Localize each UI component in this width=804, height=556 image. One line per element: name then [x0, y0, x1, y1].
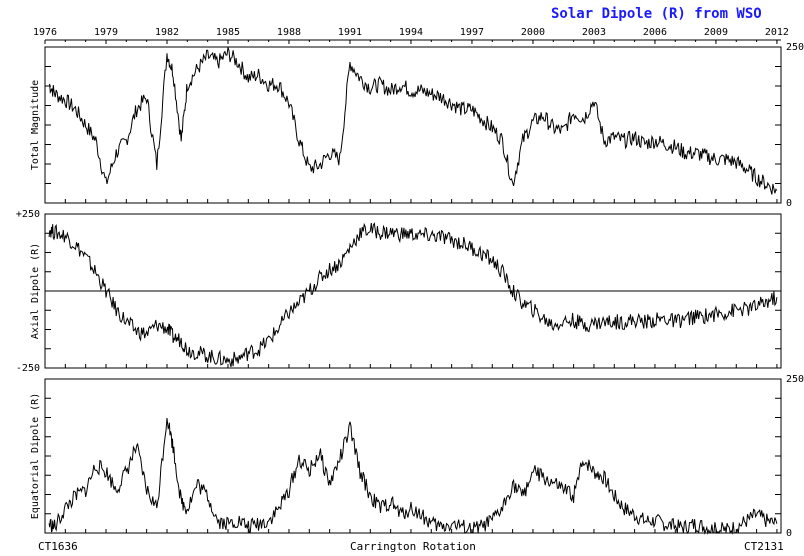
- series-line: [48, 418, 778, 535]
- panel-equatorial-dipole: Equatorial Dipole (R) 250 0: [30, 374, 804, 539]
- footer-start-rotation: CT1636: [38, 540, 78, 553]
- top-axis-tick-label: 2000: [521, 27, 545, 38]
- top-axis-tick-label: 1982: [155, 27, 179, 38]
- top-axis-tick-label: 2006: [643, 27, 667, 38]
- top-axis-tick-label: 1985: [216, 27, 240, 38]
- top-axis-tick-label: 1997: [460, 27, 484, 38]
- y-tick-label-right: 250: [786, 42, 804, 53]
- top-axis-tick-label: 2009: [704, 27, 728, 38]
- top-axis-tick-label: 1979: [94, 27, 118, 38]
- footer-axis-label: Carrington Rotation: [350, 540, 476, 553]
- chart-title: Solar Dipole (R) from WSO: [551, 6, 762, 22]
- top-axis-tick-label: 1976: [33, 27, 57, 38]
- y-tick-label-right: 250: [786, 374, 804, 385]
- top-axis-tick-label: 2003: [582, 27, 606, 38]
- panel-total-magnitude: Total Magnitude 250 0: [30, 42, 804, 209]
- y-tick-label-left: +250: [16, 209, 40, 220]
- panel-axial-dipole: Axial Dipole (R) +250 -250: [16, 209, 782, 374]
- plot-frame: [44, 46, 782, 204]
- plot-frame: [44, 378, 782, 534]
- y-tick-label-right: 0: [786, 198, 792, 209]
- y-axis-label: Total Magnitude: [30, 80, 41, 170]
- top-axis-tick-label: 1991: [338, 27, 362, 38]
- top-axis-tick-label: 2012: [765, 27, 789, 38]
- top-axis: 1976 1979 1982 1985 1988 1991 1994 1997 2000 2003…: [33, 27, 789, 44]
- series-line: [48, 222, 778, 368]
- top-axis-tick-label: 1994: [399, 27, 423, 38]
- y-axis-label: Axial Dipole (R): [30, 243, 41, 339]
- y-tick-label-left: -250: [16, 363, 40, 374]
- y-tick-label-right: 0: [786, 528, 792, 539]
- y-axis-label: Equatorial Dipole (R): [30, 393, 41, 519]
- footer-end-rotation: CT2131: [744, 540, 784, 553]
- series-line: [48, 47, 778, 195]
- top-axis-tick-label: 1988: [277, 27, 301, 38]
